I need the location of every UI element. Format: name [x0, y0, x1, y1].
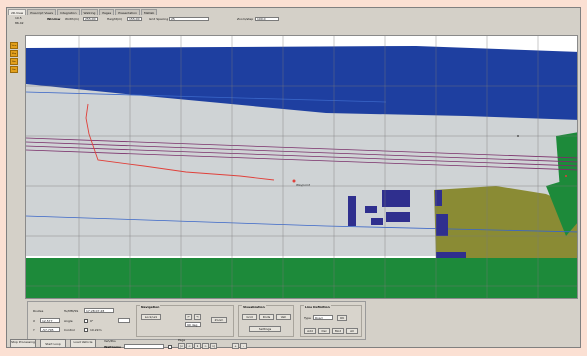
- rotate-right-button[interactable]: ↷: [194, 314, 201, 320]
- width-field[interactable]: 255.00: [83, 17, 98, 21]
- toolbar-map-button[interactable]: Map: [10, 50, 18, 57]
- navigation-group: Navigation Lock/unl ↶ ↷ 90 deg Zoom: [136, 305, 234, 337]
- zoom-button[interactable]: Zoom: [211, 317, 227, 323]
- page-first-button[interactable]: |<: [178, 343, 185, 349]
- tab-strip: 2D-View Prescript Views Integration Walk…: [8, 9, 158, 15]
- park-band: [26, 258, 577, 298]
- line-ok-button[interactable]: OK: [337, 315, 347, 321]
- stats-y-field[interactable]: -57.795: [40, 327, 60, 332]
- coord-2: 86.42: [15, 21, 24, 25]
- line-del-button[interactable]: Del: [318, 328, 330, 334]
- buildings: [348, 190, 466, 258]
- line-type-select[interactable]: Road: [313, 315, 333, 320]
- page-prev-button[interactable]: <: [186, 343, 193, 349]
- waitname-field[interactable]: [124, 344, 164, 349]
- line-type-label: Type: [304, 316, 311, 320]
- line-all-button[interactable]: All: [346, 328, 358, 334]
- window-label: Window: [47, 17, 61, 21]
- coord-1: 10.5: [15, 16, 22, 20]
- grid-field[interactable]: 25: [169, 17, 209, 21]
- start-loop-button[interactable]: Start Loop: [40, 339, 66, 348]
- page-next-button[interactable]: >: [202, 343, 209, 349]
- stats-y-label: Y: [33, 328, 35, 332]
- line-definition-group: Line Definition Type Road OK Add Del Mod…: [300, 305, 362, 337]
- waitname-check[interactable]: [168, 345, 172, 349]
- page-label: Page: [178, 338, 186, 342]
- marker-b: [565, 175, 567, 177]
- rotate-left-button[interactable]: ↶: [185, 314, 192, 320]
- stats-x-field[interactable]: 12.577: [40, 318, 60, 323]
- tab-matlab[interactable]: Matlab: [141, 9, 158, 15]
- zoom-out-button[interactable]: -: [240, 343, 247, 349]
- map-grid: [26, 36, 577, 298]
- stats-angle-check[interactable]: [84, 319, 88, 323]
- page-last-button[interactable]: >|: [210, 343, 217, 349]
- page-current-button[interactable]: 1: [194, 343, 201, 349]
- load-vehicle-button[interactable]: Load Vehicle: [70, 339, 96, 348]
- bottom-bar: Stop Processing Start Loop Load Vehicle …: [6, 336, 581, 355]
- map-canvas[interactable]: Waypoint: [26, 36, 578, 299]
- width-label: Width(m): [65, 17, 79, 21]
- stats-group: Routes Tu/MM/SS 17:28:07.28 X 12.577 Ang…: [30, 304, 130, 338]
- route-marker-label: Waypoint: [296, 183, 311, 187]
- visualization-title: Visualization: [242, 305, 266, 309]
- stats-extra-field[interactable]: [118, 318, 130, 323]
- vis-rnds-button[interactable]: Rnds: [259, 314, 274, 320]
- tab-pages[interactable]: Pages: [99, 9, 115, 15]
- park-top-right: [546, 176, 577, 236]
- route-path: [85, 103, 275, 181]
- grid-label: Grid Spacing: [149, 17, 169, 21]
- stats-control-check[interactable]: [84, 328, 88, 332]
- map-view[interactable]: Waypoint: [25, 35, 578, 299]
- vis-grid-button[interactable]: Grid: [242, 314, 257, 320]
- water-band: [26, 46, 577, 120]
- settings-button[interactable]: Settings: [249, 326, 281, 332]
- marker-a: [517, 135, 519, 137]
- zoom-label: Zoom/step: [237, 17, 254, 21]
- line-add-button[interactable]: Add: [304, 328, 316, 334]
- lane-line-1: [26, 91, 387, 103]
- zoom-in-button[interactable]: +: [232, 343, 239, 349]
- line-definition-title: Line Definition: [304, 305, 331, 309]
- tab-walking[interactable]: Walking: [80, 9, 99, 15]
- navigation-title: Navigation: [140, 305, 161, 309]
- stats-angle-label: Angle: [64, 319, 73, 323]
- height-field[interactable]: 155.00: [127, 17, 142, 21]
- stats-routes-label: Routes: [33, 309, 44, 313]
- lock-button[interactable]: Lock/unl: [141, 314, 161, 320]
- stats-control-value: 10.22m: [90, 328, 102, 332]
- stats-time-field[interactable]: 17:28:07.28: [84, 308, 114, 313]
- left-toolbar: View Map Run Sim: [10, 42, 18, 73]
- line-mod-button[interactable]: Mod: [332, 328, 344, 334]
- tab-2d-view[interactable]: 2D-View: [8, 9, 27, 15]
- route-marker: [292, 179, 296, 183]
- tab-presentation[interactable]: Presentation: [115, 9, 141, 15]
- tab-integration[interactable]: Integration: [57, 9, 80, 15]
- app-window: 2D-View Prescript Views Integration Walk…: [6, 7, 581, 348]
- visualization-group: Visualization Grid Rnds Veh Settings: [238, 305, 294, 337]
- vis-veh-button[interactable]: Veh: [276, 314, 291, 320]
- control-panel: Routes Tu/MM/SS 17:28:07.28 X 12.577 Ang…: [27, 301, 366, 340]
- toolbar-run-button[interactable]: Run: [10, 58, 18, 65]
- toolbar-view-button[interactable]: View: [10, 42, 18, 49]
- vehpos-label: Veh/Pos: [104, 339, 116, 343]
- stop-processing-button[interactable]: Stop Processing: [10, 339, 36, 348]
- info-bar: 10.5 86.42 Window Width(m) 255.00 Height…: [9, 16, 580, 28]
- height-label: Height(m): [107, 17, 123, 21]
- toolbar-sim-button[interactable]: Sim: [10, 66, 18, 73]
- stats-angle-value: 0°: [90, 319, 94, 323]
- stats-control-label: Control: [64, 328, 75, 332]
- lane-line-2: [26, 215, 327, 227]
- stats-time-label: Tu/MM/SS: [64, 309, 79, 313]
- stats-x-label: X: [33, 319, 36, 323]
- field-area: [434, 186, 577, 262]
- waitname-label: Waitname: [104, 345, 122, 349]
- zoom-field[interactable]: 100.0: [255, 17, 279, 21]
- angle-field[interactable]: 90 deg: [185, 322, 201, 327]
- lane-line-3: [325, 225, 577, 233]
- tab-prescript-views[interactable]: Prescript Views: [27, 9, 57, 15]
